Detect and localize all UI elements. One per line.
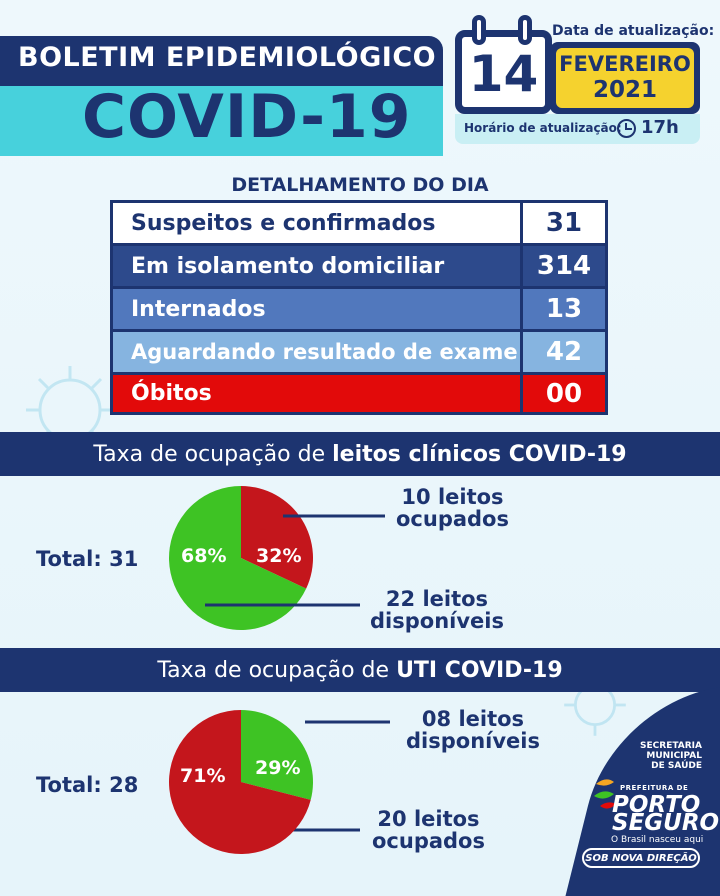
row-label: Em isolamento domiciliar xyxy=(113,246,523,286)
table-row: Em isolamento domiciliar 314 xyxy=(110,243,608,286)
callout-line: 22 leitos xyxy=(385,587,489,611)
callout-line: disponíveis xyxy=(406,729,540,753)
month-year: FEVEREIRO 2021 xyxy=(556,51,694,103)
icu-occupied-pct: 71% xyxy=(180,765,226,787)
icu-available-pct: 29% xyxy=(255,757,301,779)
detail-table: Suspeitos e confirmados 31 Em isolamento… xyxy=(110,200,608,415)
clinical-total: Total: 31 xyxy=(36,547,139,571)
secretaria-line: DE SAÚDE xyxy=(651,761,702,771)
time-value: 17h xyxy=(641,117,679,138)
row-label: Aguardando resultado de exame xyxy=(113,332,523,372)
callout-line: ocupados xyxy=(372,829,485,853)
time-label: Horário de atualização: xyxy=(464,121,622,135)
month-box xyxy=(556,48,694,108)
table-row: Suspeitos e confirmados 31 xyxy=(110,200,608,243)
table-row: Aguardando resultado de exame 42 xyxy=(110,329,608,372)
table-row: Óbitos 00 xyxy=(110,372,608,415)
icu-banner: Taxa de ocupação de UTI COVID-19 xyxy=(0,648,720,692)
icu-available-slice xyxy=(241,710,313,800)
row-label: Internados xyxy=(113,289,523,329)
title-banner xyxy=(0,36,443,86)
calendar-ring xyxy=(518,15,532,45)
row-value: 314 xyxy=(523,246,605,286)
callout-line: ocupados xyxy=(396,507,509,531)
clock-icon xyxy=(617,119,636,138)
covid-heading: COVID-19 xyxy=(82,82,412,152)
icu-occupied-slice xyxy=(169,710,311,854)
detail-title: DETALHAMENTO DO DIA xyxy=(231,174,489,196)
porto-seguro-logo-icon xyxy=(594,779,616,809)
clinical-occupied-pct: 32% xyxy=(256,545,302,567)
icu-available-callout: 08 leitos disponíveis xyxy=(406,708,540,752)
clinical-banner: Taxa de ocupação de leitos clínicos COVI… xyxy=(0,432,720,476)
row-label: Suspeitos e confirmados xyxy=(113,203,523,243)
banner-prefix: Taxa de ocupação de xyxy=(93,441,326,467)
row-label: Óbitos xyxy=(113,375,523,412)
table-row: Internados 13 xyxy=(110,286,608,329)
banner-prefix: Taxa de ocupação de xyxy=(157,657,390,683)
calendar-day: 14 xyxy=(468,45,539,103)
year: 2021 xyxy=(592,77,657,103)
callout-line: 20 leitos xyxy=(377,807,480,831)
callout-line: 08 leitos xyxy=(421,707,525,731)
clinical-available-callout: 22 leitos disponíveis xyxy=(370,588,504,632)
prefeitura-label: PREFEITURA DE xyxy=(620,784,689,792)
covid-banner xyxy=(0,86,443,156)
clinical-occupied-callout: 10 leitos ocupados xyxy=(396,486,509,530)
clinical-available-pct: 68% xyxy=(181,545,227,567)
clinical-pie-chart xyxy=(169,486,313,630)
seguro-text: SEGURO xyxy=(612,810,720,836)
month: FEVEREIRO xyxy=(559,52,691,76)
banner-bold: UTI COVID-19 xyxy=(396,657,563,683)
secretaria-text: SECRETARIA MUNICIPAL DE SAÚDE xyxy=(632,741,702,771)
time-box xyxy=(455,114,700,144)
icu-total: Total: 28 xyxy=(36,773,139,797)
row-value: 13 xyxy=(523,289,605,329)
secretaria-line: SECRETARIA xyxy=(640,741,702,751)
clinical-occupied-slice xyxy=(241,486,313,589)
porto-text: PORTO xyxy=(612,792,701,818)
icu-occupied-callout: 20 leitos ocupados xyxy=(372,808,485,852)
clinical-available-slice xyxy=(169,486,307,630)
icu-pie-chart xyxy=(169,710,313,854)
date-label: Data de atualização: xyxy=(552,23,715,39)
row-value: 00 xyxy=(523,375,605,412)
row-value: 31 xyxy=(523,203,605,243)
callout-line: disponíveis xyxy=(370,609,504,633)
row-value: 42 xyxy=(523,332,605,372)
callout-line: 10 leitos xyxy=(401,485,504,509)
calendar-ring xyxy=(472,15,486,45)
bulletin-title: BOLETIM EPIDEMIOLÓGICO xyxy=(18,42,437,73)
motto-badge: SOB NOVA DIREÇÃO xyxy=(582,848,700,868)
calendar-icon: 14 xyxy=(455,15,552,114)
slogan: O Brasil nasceu aqui xyxy=(611,835,704,845)
banner-bold: leitos clínicos COVID-19 xyxy=(332,441,627,467)
secretaria-line: MUNICIPAL xyxy=(646,751,702,761)
